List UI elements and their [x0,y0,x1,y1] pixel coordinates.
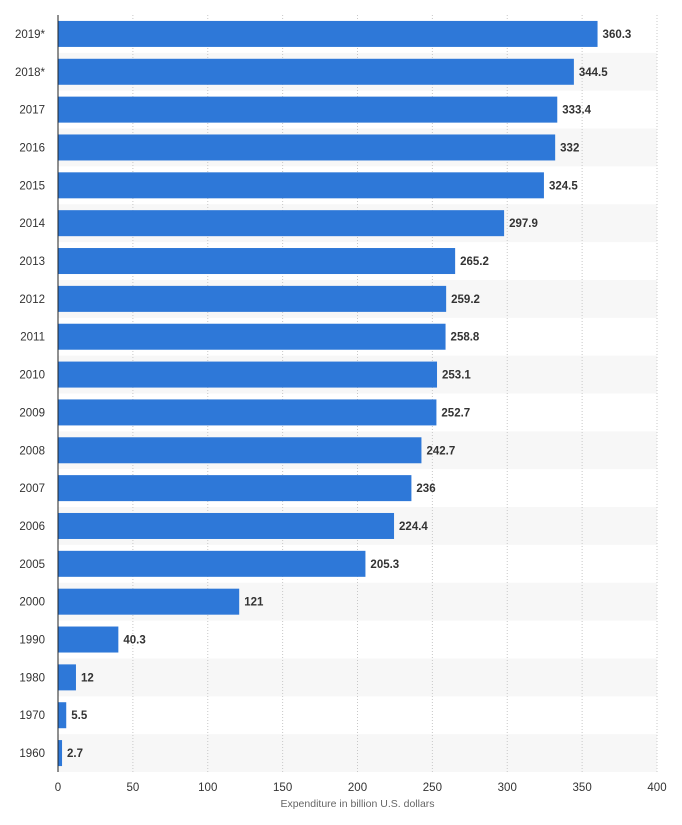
bar [58,437,422,464]
bar [58,475,412,502]
category-label: 2012 [19,294,45,306]
value-label: 265.2 [460,256,489,268]
value-label: 236 [416,483,435,495]
value-label: 224.4 [399,521,428,533]
category-label: 2000 [19,597,45,609]
category-label: 2015 [19,180,45,192]
category-label: 2010 [19,370,45,382]
bar [58,702,67,729]
value-label: 333.4 [562,105,591,117]
value-label: 205.3 [370,559,399,571]
category-label: 2011 [20,332,45,344]
value-label: 2.7 [67,748,83,760]
category-label: 2008 [19,445,45,457]
category-label: 2019* [15,29,46,41]
x-tick-label: 400 [647,782,666,794]
category-label: 1980 [19,672,45,684]
value-label: 344.5 [579,67,608,79]
bar [58,588,240,615]
value-label: 121 [244,597,264,609]
value-label: 12 [81,672,94,684]
category-label: 2014 [19,218,45,230]
value-label: 259.2 [451,294,480,306]
x-axis-title: Expenditure in billion U.S. dollars [280,798,434,810]
value-label: 324.5 [549,180,578,192]
value-label: 258.8 [451,332,480,344]
x-tick-label: 200 [348,782,367,794]
value-label: 253.1 [442,370,471,382]
bar [58,96,558,123]
category-label: 1960 [19,748,45,760]
bar [58,399,437,426]
x-tick-label: 350 [573,782,592,794]
category-label: 1990 [19,635,45,647]
x-tick-label: 250 [423,782,442,794]
value-label: 242.7 [426,445,455,457]
bar [58,134,556,161]
value-label: 360.3 [603,29,632,41]
bar [58,285,447,312]
category-label: 2017 [19,105,45,117]
value-label: 297.9 [509,218,538,230]
category-label: 1970 [19,710,45,722]
x-tick-label: 50 [126,782,139,794]
value-label: 332 [560,142,579,154]
bar [58,664,76,691]
x-tick-label: 100 [198,782,217,794]
bar [58,58,574,85]
category-label: 2016 [19,142,45,154]
x-tick-label: 300 [498,782,517,794]
bar [58,512,395,539]
bar [58,172,544,199]
category-label: 2005 [19,559,45,571]
category-label: 2006 [19,521,45,533]
bar [58,248,456,275]
bar [58,550,366,577]
value-label: 5.5 [71,710,88,722]
bar [58,740,63,767]
x-tick-label: 0 [55,782,61,794]
bar [58,626,119,653]
row-band [58,658,657,697]
category-label: 2009 [19,407,45,419]
bar [58,20,598,47]
category-label: 2018* [15,67,46,79]
category-label: 2013 [19,256,45,268]
bar [58,210,505,237]
bar [58,323,446,350]
bar [58,361,438,388]
value-label: 252.7 [441,407,470,419]
category-label: 2007 [19,483,45,495]
x-tick-label: 150 [273,782,292,794]
value-label: 40.3 [123,635,145,647]
